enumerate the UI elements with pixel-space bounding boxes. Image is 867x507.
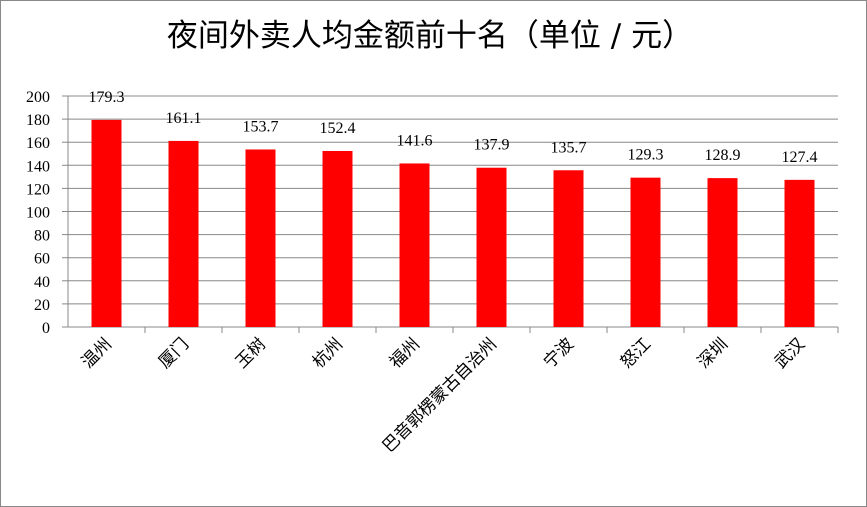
y-tick-label: 20 <box>34 297 50 314</box>
value-label: 161.1 <box>166 110 202 127</box>
y-tick-label: 200 <box>26 89 50 106</box>
y-tick-label: 140 <box>26 158 50 175</box>
bar <box>322 150 353 327</box>
y-tick-label: 180 <box>26 112 50 129</box>
bar <box>476 167 507 327</box>
bar <box>553 170 584 327</box>
bar <box>784 179 815 327</box>
bar <box>399 163 430 327</box>
y-tick-label: 100 <box>26 205 50 222</box>
y-tick-label: 120 <box>26 181 50 198</box>
value-label: 137.9 <box>474 137 510 154</box>
value-label: 152.4 <box>320 120 356 137</box>
value-label: 129.3 <box>628 147 664 164</box>
bar <box>245 149 276 327</box>
value-label: 153.7 <box>243 118 279 135</box>
y-tick-label: 80 <box>34 228 50 245</box>
y-tick-label: 40 <box>34 274 50 291</box>
y-tick-label: 160 <box>26 135 50 152</box>
y-tick-label: 60 <box>34 251 50 268</box>
bar <box>707 178 738 327</box>
value-label: 128.9 <box>705 147 741 164</box>
y-tick-label: 0 <box>42 320 50 337</box>
bar <box>168 140 199 327</box>
bar <box>630 177 661 327</box>
value-label: 141.6 <box>397 132 433 149</box>
value-label: 135.7 <box>551 139 587 156</box>
value-label: 179.3 <box>89 89 125 106</box>
bar <box>91 119 122 327</box>
chart-title: 夜间外卖人均金额前十名（单位 / 元） <box>167 18 693 54</box>
value-label: 127.4 <box>782 149 818 166</box>
